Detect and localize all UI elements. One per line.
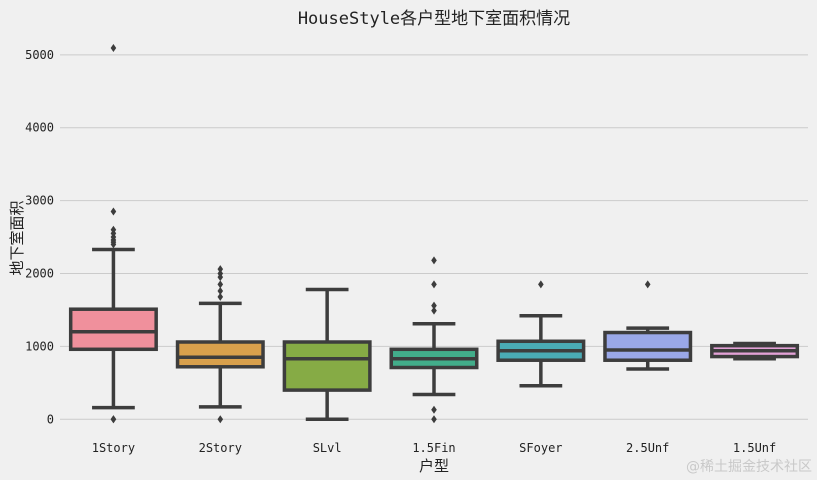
x-tick-label: 2Story <box>199 441 242 455</box>
x-tick-label: SFoyer <box>519 441 562 455</box>
outlier-point <box>217 286 224 295</box>
outlier-point <box>217 280 224 289</box>
outlier-point <box>110 415 117 424</box>
outlier-point <box>538 280 544 289</box>
watermark-text: @稀土掘金技术社区 <box>686 459 812 475</box>
outlier-point <box>217 265 224 274</box>
box-2.5Unf <box>603 280 693 371</box>
y-tick-label: 1000 <box>25 339 54 353</box>
box-1Story <box>68 43 158 424</box>
outlier-point <box>431 415 437 424</box>
x-tick-label: 1.5Fin <box>412 441 455 455</box>
box-iqr <box>282 340 372 392</box>
outlier-point <box>431 256 437 265</box>
outlier-point <box>644 280 651 289</box>
outlier-point <box>217 292 224 301</box>
outlier-point <box>431 306 437 315</box>
outlier-point <box>217 415 224 424</box>
y-tick-label: 2000 <box>25 266 54 280</box>
box-iqr <box>68 307 158 352</box>
outlier-point <box>110 207 117 216</box>
outlier-point <box>431 280 437 289</box>
box-1.5Fin <box>389 256 479 424</box>
box-iqr <box>603 330 693 362</box>
box-2Story <box>175 265 265 424</box>
outlier-point <box>431 405 437 414</box>
y-axis-label: 地下室面积 <box>8 200 26 275</box>
y-tick-label: 5000 <box>25 48 54 62</box>
outlier-point <box>431 301 437 310</box>
box-iqr <box>175 340 265 369</box>
y-axis-ticks: 0 1000 2000 3000 4000 5000 <box>25 48 54 426</box>
box-SLvl <box>282 287 372 422</box>
x-axis-ticks: 1Story 2Story SLvl 1.5Fin SFoyer 2.5Unf 1.5Unf <box>92 441 777 455</box>
outlier-point <box>110 43 117 52</box>
y-tick-label: 0 <box>47 412 54 426</box>
x-tick-label: 2.5Unf <box>626 441 669 455</box>
box-SFoyer <box>496 280 586 388</box>
boxes <box>68 43 800 424</box>
x-tick-label: 1Story <box>92 441 135 455</box>
chart-title: HouseStyle各户型地下室面积情况 <box>298 9 570 29</box>
x-tick-label: SLvl <box>313 441 342 455</box>
x-axis-label: 户型 <box>419 457 449 475</box>
y-tick-label: 4000 <box>25 121 54 135</box>
outlier-point <box>217 269 224 278</box>
outlier-point <box>110 225 117 234</box>
x-tick-label: 1.5Unf <box>733 441 776 455</box>
box-1.5Unf <box>710 341 800 361</box>
y-tick-label: 3000 <box>25 194 54 208</box>
